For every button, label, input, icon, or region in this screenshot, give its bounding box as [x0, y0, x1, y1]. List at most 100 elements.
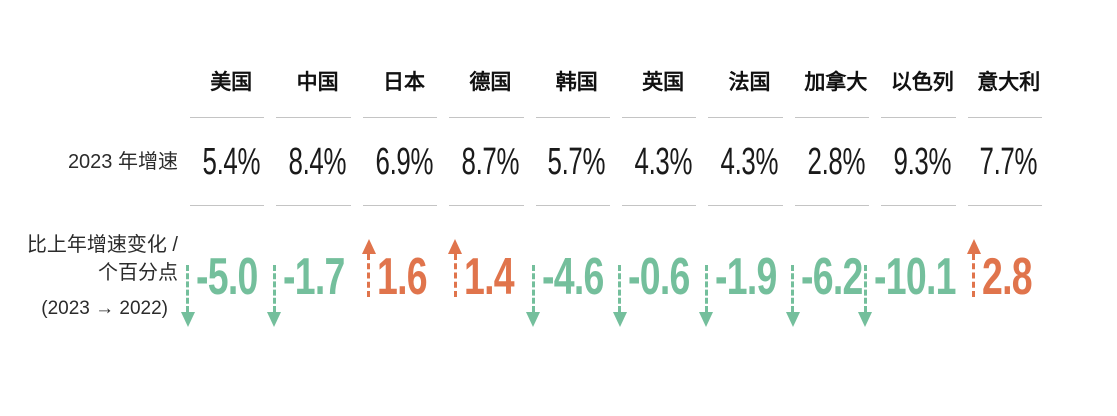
growth-value-cell: 7.7%: [966, 118, 1052, 206]
arrow-head: [448, 239, 463, 254]
row-label-change-years: (2023 → 2022): [41, 298, 168, 319]
country-header: 中国: [274, 0, 360, 118]
change-value-cell: -4.6: [526, 206, 620, 348]
change-value-cell: -5.0: [180, 206, 274, 348]
growth-value-cell: 4.3%: [706, 118, 792, 206]
up-arrow-icon: [448, 239, 463, 297]
down-arrow-icon: [699, 265, 714, 327]
growth-value: 8.4%: [288, 140, 347, 183]
country-header-label: 德国: [469, 71, 512, 94]
country-header-label: 以色列: [890, 71, 954, 94]
change-value: 2.8: [982, 248, 1033, 306]
arrow-shaft: [972, 254, 976, 297]
arrow-shaft: [367, 254, 371, 297]
growth-value: 8.7%: [461, 140, 520, 183]
change-value: -0.6: [628, 248, 690, 306]
arrow-shaft: [791, 265, 795, 312]
change-value: -6.2: [801, 248, 863, 306]
change-value: 1.6: [377, 248, 428, 306]
change-value-cell: -6.2: [785, 206, 879, 348]
up-arrow-icon: [361, 239, 376, 297]
down-arrow-icon: [858, 265, 873, 327]
growth-value-cell: 4.3%: [620, 118, 706, 206]
country-header-row: 美国 中国 日本 德国 韩国 英国 法国 加拿大 以色列 意大利: [0, 0, 1117, 118]
arrow-head: [699, 312, 714, 327]
row-label-change-line2: 个百分点: [98, 262, 178, 284]
growth-value-cell: 8.7%: [447, 118, 533, 206]
growth-value-cell: 9.3%: [879, 118, 965, 206]
growth-value-cell: 2.8%: [793, 118, 879, 206]
change-row: 比上年增速变化 / 个百分点 (2023 → 2022) -5.0 -1.7 1.6…: [0, 206, 1117, 348]
arrow-shaft: [618, 265, 622, 312]
change-value-cell: -1.9: [699, 206, 792, 348]
growth-value: 5.4%: [202, 140, 260, 183]
row-label-change: 比上年增速变化 / 个百分点 (2023 → 2022): [0, 206, 188, 348]
change-value-cell: -10.1: [858, 206, 965, 348]
arrow-shaft: [453, 254, 457, 297]
arrow-head: [180, 312, 195, 327]
country-header-label: 意大利: [977, 71, 1041, 94]
change-value-cell: 1.4: [447, 206, 533, 348]
change-value: -1.9: [714, 248, 777, 306]
change-value: -4.6: [541, 248, 604, 306]
arrow-shaft: [186, 265, 190, 312]
growth-value: 4.3%: [720, 140, 779, 183]
arrow-shaft: [863, 265, 867, 312]
change-value-cell: -0.6: [612, 206, 706, 348]
country-header-label: 美国: [210, 71, 253, 94]
country-header-label: 英国: [642, 71, 685, 94]
arrow-shaft: [272, 265, 276, 312]
arrow-head: [858, 312, 873, 327]
arrow-head: [612, 312, 627, 327]
country-header: 日本: [361, 0, 447, 118]
change-value: -1.7: [282, 248, 345, 306]
growth-value: 5.7%: [547, 140, 606, 183]
arrow-head: [361, 239, 376, 254]
change-value: -10.1: [873, 248, 956, 306]
growth-value: 9.3%: [893, 140, 952, 183]
country-header-label: 韩国: [555, 71, 598, 94]
down-arrow-icon: [785, 265, 800, 327]
country-header-label: 日本: [382, 71, 425, 94]
growth-value-cell: 5.4%: [188, 118, 274, 206]
arrow-head: [526, 312, 541, 327]
row-label-change-line1: 比上年增速变化 /: [26, 234, 178, 256]
country-header-label: 法国: [728, 71, 771, 94]
change-value-cell: 2.8: [966, 206, 1052, 348]
growth-value-cell: 5.7%: [534, 118, 620, 206]
country-header: 加拿大: [793, 0, 879, 118]
growth-value: 4.3%: [634, 140, 692, 183]
country-header: 美国: [188, 0, 274, 118]
growth-value-cell: 6.9%: [361, 118, 447, 206]
country-header-label: 加拿大: [804, 71, 868, 94]
growth-rate-row: 2023 年增速 5.4% 8.4% 6.9% 8.7% 5.7% 4.3% 4.3% 2.8…: [0, 118, 1117, 206]
row-label-growth: 2023 年增速: [67, 151, 178, 173]
growth-value: 7.7%: [979, 140, 1038, 183]
up-arrow-icon: [966, 239, 981, 297]
down-arrow-icon: [180, 265, 195, 327]
country-header: 英国: [620, 0, 706, 118]
country-header: 以色列: [879, 0, 965, 118]
arrow-head: [966, 239, 981, 254]
growth-value: 6.9%: [375, 140, 433, 183]
down-arrow-icon: [267, 265, 282, 327]
growth-value-cell: 8.4%: [274, 118, 360, 206]
down-arrow-icon: [612, 265, 627, 327]
growth-value: 2.8%: [807, 140, 865, 183]
change-value: -5.0: [196, 248, 259, 306]
arrow-shaft: [531, 265, 535, 312]
country-header: 法国: [706, 0, 792, 118]
header-row-spacer: [0, 0, 188, 118]
country-header: 德国: [447, 0, 533, 118]
change-value-cell: -1.7: [267, 206, 360, 348]
arrow-head: [267, 312, 282, 327]
country-header: 意大利: [966, 0, 1052, 118]
arrow-head: [785, 312, 800, 327]
arrow-shaft: [704, 265, 708, 312]
change-value: 1.4: [463, 248, 515, 306]
country-header-label: 中国: [296, 71, 339, 94]
down-arrow-icon: [526, 265, 541, 327]
change-value-cell: 1.6: [361, 206, 447, 348]
country-header: 韩国: [534, 0, 620, 118]
